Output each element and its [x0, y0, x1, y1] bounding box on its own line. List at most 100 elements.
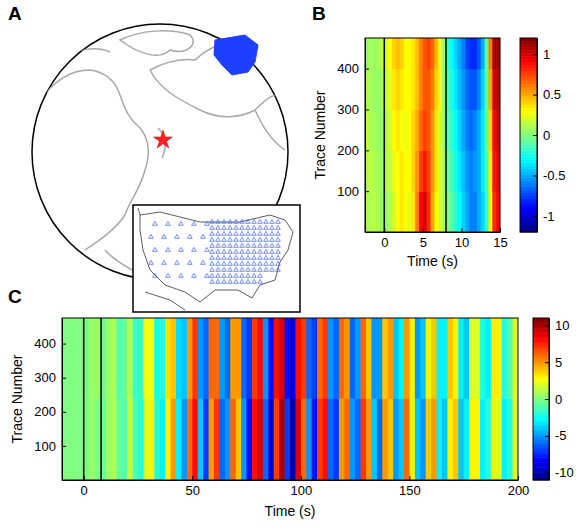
- station: [276, 219, 281, 223]
- station: [153, 247, 158, 251]
- heat-cell: [306, 318, 312, 399]
- heat-cell: [404, 398, 410, 480]
- heat-cell: [461, 150, 465, 191]
- colorbar-swatch: [520, 77, 537, 81]
- heat-cell: [366, 398, 372, 480]
- heat-cell: [492, 38, 496, 69]
- colorbar-swatch: [520, 123, 537, 127]
- heat-cell: [411, 191, 415, 232]
- tick: 0: [381, 228, 388, 250]
- panel-letter: B: [312, 3, 326, 24]
- heat-cell: [496, 398, 502, 480]
- station: [210, 279, 215, 283]
- colorbar-swatch: [520, 199, 537, 203]
- heat-cell: [477, 191, 481, 232]
- heat-cell: [388, 109, 392, 150]
- heat-cell: [399, 398, 405, 480]
- heat-cell: [274, 318, 280, 399]
- heat-cell: [198, 318, 204, 399]
- heat-cell: [268, 318, 274, 399]
- heat-cell: [160, 398, 166, 480]
- tick-mark: [533, 135, 537, 136]
- heat-cell: [187, 318, 193, 399]
- colorbar-swatch: [520, 190, 537, 194]
- tick-mark: [533, 54, 537, 55]
- colorbar-swatch: [520, 62, 537, 66]
- heat-cell: [241, 398, 247, 480]
- heat-cell: [393, 398, 399, 480]
- tick-mark: [62, 446, 66, 447]
- panel-letter: A: [8, 3, 22, 24]
- heat-cell: [236, 318, 242, 399]
- heat-cell: [426, 398, 432, 480]
- station: [149, 260, 154, 264]
- station: [252, 225, 257, 229]
- tick-mark: [365, 191, 369, 192]
- x-axis-title: Time (s): [407, 253, 458, 269]
- heat-cell: [122, 398, 128, 480]
- heat-cell: [203, 318, 209, 399]
- station: [228, 261, 233, 265]
- station: [205, 247, 210, 251]
- window-line: [445, 38, 447, 232]
- heat-cell: [438, 109, 442, 150]
- heat-cell: [491, 318, 497, 399]
- station: [149, 234, 154, 238]
- inset-frame: [133, 205, 300, 312]
- heat-cell: [465, 191, 469, 232]
- heat-cell: [492, 191, 496, 232]
- heat-cell: [373, 150, 377, 191]
- heat-cell: [73, 318, 79, 399]
- heat-cell: [306, 398, 312, 480]
- tick: 200: [337, 143, 369, 158]
- colorbar-swatch: [520, 53, 537, 57]
- heat-cell: [415, 69, 419, 110]
- station: [246, 261, 251, 265]
- heat-cell: [382, 318, 388, 399]
- tick-label: 0: [543, 128, 550, 143]
- tick: 1: [533, 47, 550, 62]
- tick-mark: [365, 69, 369, 70]
- tick: 400: [337, 61, 369, 76]
- heat-cell: [438, 69, 442, 110]
- heat-cell: [477, 69, 481, 110]
- station: [240, 261, 245, 265]
- heat-cell: [458, 38, 462, 69]
- heat-cell: [377, 318, 383, 399]
- heat-cell: [485, 398, 491, 480]
- heat-cell: [198, 398, 204, 480]
- tick-mark: [62, 344, 66, 345]
- station: [188, 260, 193, 264]
- heat-cell: [492, 69, 496, 110]
- heat-cell: [355, 398, 361, 480]
- colorbar: -1-0.500.51: [520, 38, 565, 233]
- station: [216, 273, 221, 277]
- colorbar-swatch: [520, 44, 537, 48]
- heat-cell: [323, 398, 329, 480]
- heat-cell: [469, 318, 475, 399]
- station: [166, 247, 171, 251]
- heat-cell: [488, 109, 492, 150]
- heat-cell: [415, 150, 419, 191]
- heat-cell: [431, 150, 435, 191]
- inset-stations: [149, 219, 281, 283]
- heat-cell: [333, 318, 339, 399]
- heat-cell: [323, 318, 329, 399]
- heat-cell: [285, 318, 291, 399]
- heat-cell: [458, 191, 462, 232]
- event-star: [154, 130, 173, 148]
- station: [246, 267, 251, 271]
- axis-line: [537, 39, 538, 233]
- station: [222, 261, 227, 265]
- station: [166, 273, 171, 277]
- heat-cell: [427, 109, 431, 150]
- heat-cell: [377, 191, 381, 232]
- tick-label: 100: [34, 439, 56, 454]
- station: [258, 255, 263, 259]
- tick-label: 150: [399, 483, 421, 498]
- heat-cell: [328, 398, 334, 480]
- station: [210, 249, 215, 253]
- station: [270, 249, 275, 253]
- heat-cell: [339, 398, 345, 480]
- tick-mark: [461, 228, 462, 232]
